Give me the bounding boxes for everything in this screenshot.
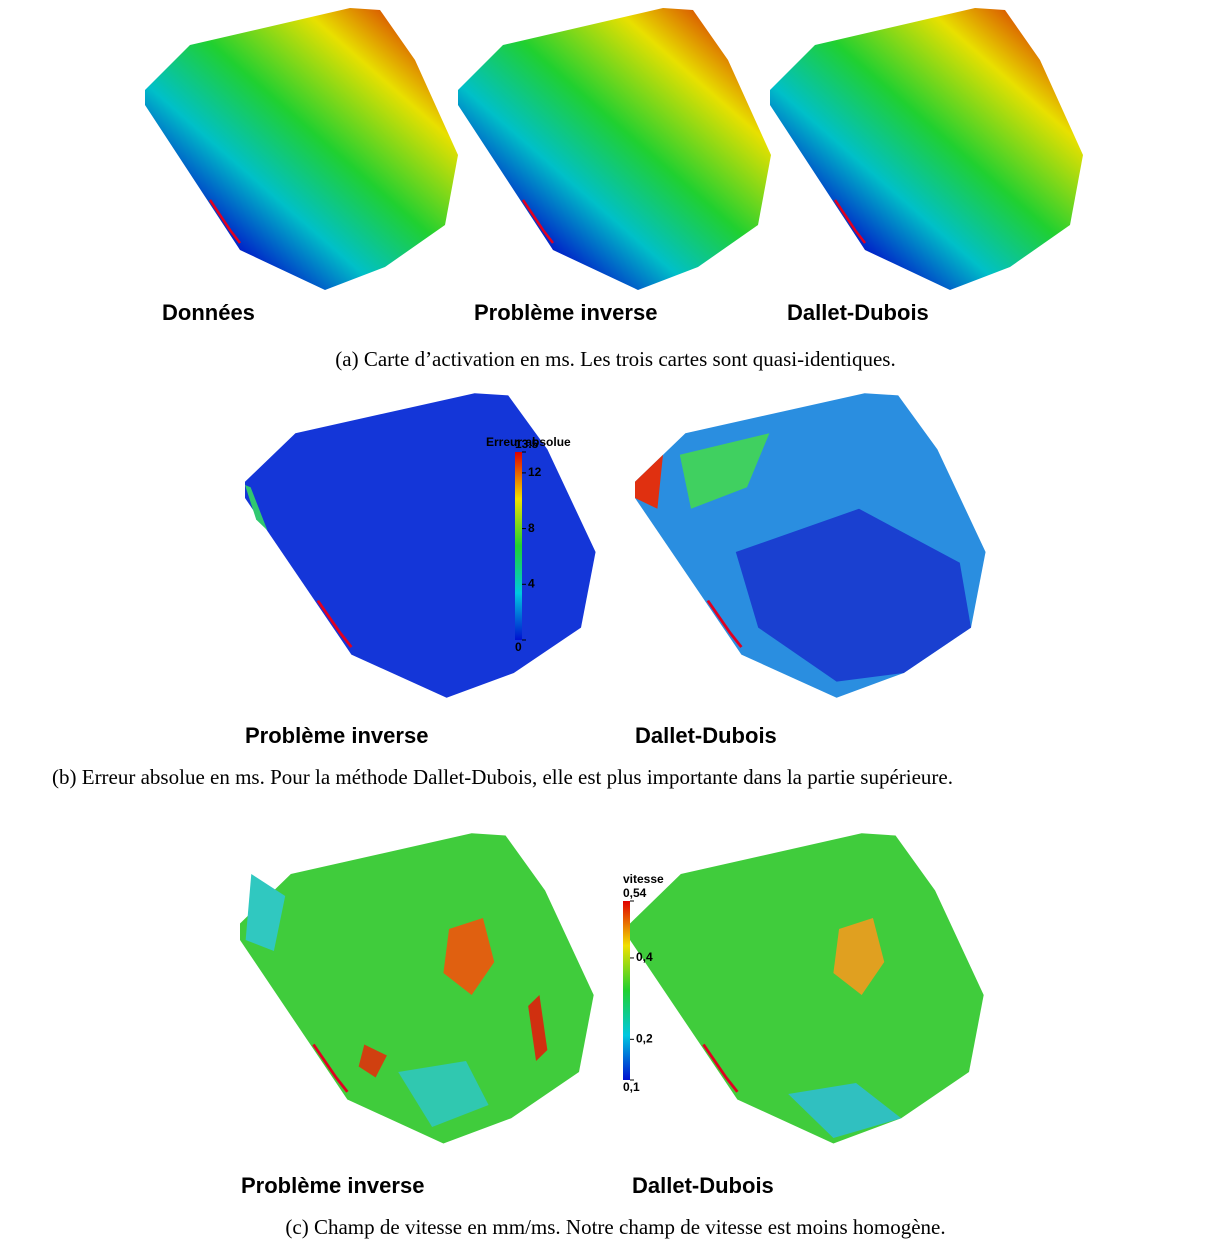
map-region — [443, 918, 495, 995]
stimulus-marker — [706, 599, 743, 648]
map-image — [770, 8, 1083, 290]
map-surface — [145, 8, 458, 290]
colorbar-tick-label: 0,54 — [623, 886, 647, 900]
colorbar-tick-label: 0,4 — [636, 950, 653, 964]
image-label: Dallet-Dubois — [635, 723, 777, 748]
colorbar-tick-label: 4 — [528, 576, 535, 590]
caption: (c) Champ de vitesse en mm/ms. Notre cha… — [285, 1215, 946, 1239]
stimulus-marker — [312, 1043, 349, 1093]
map-region — [358, 1044, 387, 1078]
stimulus-marker — [521, 199, 554, 244]
colorbar-tick-label: 13.5 — [515, 437, 539, 451]
colorbar-tick-label: 0,1 — [623, 1080, 640, 1094]
map-region — [735, 508, 971, 682]
colorbar-title: Erreur absolue — [486, 435, 571, 449]
map-region — [635, 454, 663, 509]
image-label: Problème inverse — [241, 1173, 424, 1198]
map-region — [528, 995, 548, 1061]
map-region — [788, 1083, 902, 1138]
image-label: Données — [162, 300, 255, 325]
map-region — [245, 485, 268, 531]
map-region — [245, 874, 286, 951]
map-image — [245, 393, 596, 698]
colorbar — [623, 901, 630, 1080]
colorbar-tick-label: 0,2 — [636, 1031, 653, 1045]
map-image — [240, 833, 594, 1144]
image-label: Dallet-Dubois — [787, 300, 929, 325]
map-region — [679, 433, 770, 509]
colorbar-tick-label: 8 — [528, 521, 535, 535]
stimulus-marker — [316, 599, 353, 648]
colorbar — [515, 452, 522, 640]
stimulus-marker — [702, 1043, 739, 1093]
colorbar-tick-label: 0 — [515, 640, 522, 654]
map-image — [145, 8, 458, 290]
map-image — [635, 393, 986, 698]
map-image — [630, 833, 984, 1144]
stimulus-marker — [833, 199, 866, 244]
colorbar-tick-label: 12 — [528, 465, 542, 479]
map-surface — [458, 8, 771, 290]
caption: (a) Carte d’activation en ms. Les trois … — [335, 347, 896, 371]
image-label: Problème inverse — [474, 300, 657, 325]
map-surface — [770, 8, 1083, 290]
stimulus-marker — [208, 199, 241, 244]
colorbar-title: vitesse — [623, 872, 664, 886]
map-region — [398, 1061, 489, 1127]
image-label: Dallet-Dubois — [632, 1173, 774, 1198]
map-image — [458, 8, 771, 290]
image-label: Problème inverse — [245, 723, 428, 748]
map-region — [833, 918, 885, 995]
caption: (b) Erreur absolue en ms. Pour la méthod… — [52, 765, 953, 789]
